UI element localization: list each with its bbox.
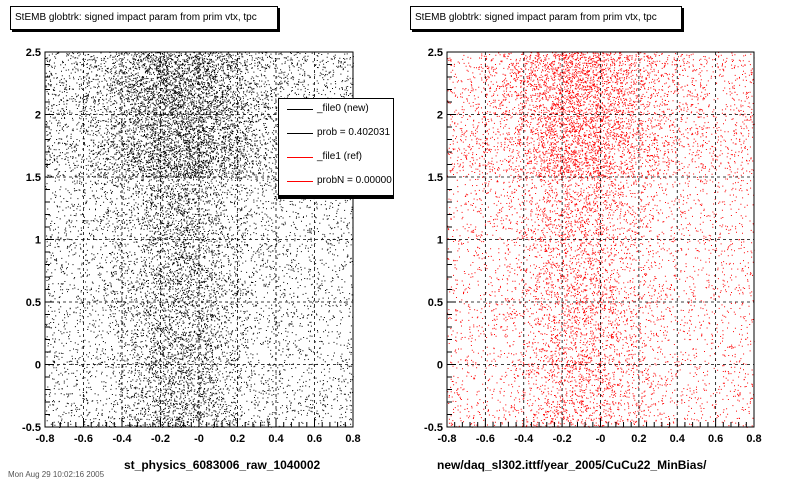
scatter-markers-0 [45, 52, 354, 428]
y-tick-label: 1.5 [26, 172, 41, 184]
legend-entry-probn: probN = 0.00000 [279, 171, 393, 193]
scatter-points-0 [45, 52, 354, 428]
y-tick-label: 1 [437, 235, 443, 247]
footer-timestamp: Mon Aug 29 10:02:16 2005 [8, 470, 105, 479]
legend-entry-file1: _file1 (ref) [279, 147, 393, 169]
legend-line-file1 [287, 157, 313, 158]
scatter-markers-1 [447, 52, 755, 428]
legend-line-prob [287, 133, 313, 134]
x-tick-label: 0.8 [345, 433, 360, 445]
y-tick-label: 0 [35, 360, 41, 372]
y-tick-label: 2 [437, 110, 443, 122]
legend-label-file0: _file0 (new) [317, 103, 369, 114]
x-tick-label: -0.4 [113, 433, 133, 445]
x-tick-label: -0.2 [151, 433, 170, 445]
legend-line-file0 [287, 109, 313, 110]
legend-label-probn: probN = 0.00000 [317, 175, 392, 186]
x-tick-label: -0.4 [514, 433, 534, 445]
y-tick-label: 1.5 [428, 172, 443, 184]
y-tick-label: 1 [35, 235, 41, 247]
y-tick-label: 0.5 [26, 297, 41, 309]
scatter-points-1 [447, 52, 755, 428]
y-tick-label: 0 [437, 360, 443, 372]
plot-panel-0: -0.8 -0.6 -0.4 -0.2 -0 0.2 0.4 0.6 0.8 -0.5 0 0.5 1 1… [22, 47, 361, 445]
legend-entry-file0: _file0 (new) [279, 99, 393, 121]
y-tick-label: 2 [35, 110, 41, 122]
x-tick-label: -0.2 [553, 433, 572, 445]
y-tick-label: 0.5 [428, 297, 443, 309]
x-tick-label: 0.6 [307, 433, 322, 445]
grid-1 [447, 52, 754, 427]
x-tick-label: 0.4 [268, 433, 284, 445]
x-tick-label: 0.4 [670, 433, 686, 445]
x-tick-label: -0 [596, 433, 606, 445]
right-x-axis-label: new/daq_sl302.ittf/year_2005/CuCu22_MinB… [437, 458, 707, 472]
left-plot-title: StEMB globtrk: signed impact param from … [10, 6, 278, 30]
x-tick-label: -0.6 [476, 433, 495, 445]
x-tick-label: 0.8 [746, 433, 761, 445]
grid-0 [45, 52, 353, 427]
legend-entry-prob: prob = 0.402031 [279, 123, 393, 145]
x-tick-label: 0.2 [631, 433, 646, 445]
x-tick-label: -0.6 [74, 433, 93, 445]
right-plot-title: StEMB globtrk: signed impact param from … [410, 6, 682, 30]
y-tick-label: 2.5 [26, 47, 41, 59]
x-tick-label: 0.2 [230, 433, 245, 445]
y-tick-label: 2.5 [428, 47, 443, 59]
x-tick-label: 0.6 [708, 433, 723, 445]
legend-label-prob: prob = 0.402031 [317, 127, 391, 138]
legend: _file0 (new) prob = 0.402031 _file1 (ref… [278, 98, 394, 196]
left-x-axis-label: st_physics_6083006_raw_1040002 [124, 458, 321, 472]
x-tick-label: -0.8 [36, 433, 55, 445]
legend-line-probn [287, 181, 313, 182]
x-tick-label: -0 [194, 433, 204, 445]
y-tick-label: -0.5 [424, 422, 443, 434]
x-tick-label: -0.8 [438, 433, 457, 445]
y-tick-label: -0.5 [22, 422, 41, 434]
plot-panel-1: -0.8 -0.6 -0.4 -0.2 -0 0.2 0.4 0.6 0.8 -0.5 0 0.5 1 1… [424, 47, 762, 445]
legend-label-file1: _file1 (ref) [317, 151, 363, 162]
